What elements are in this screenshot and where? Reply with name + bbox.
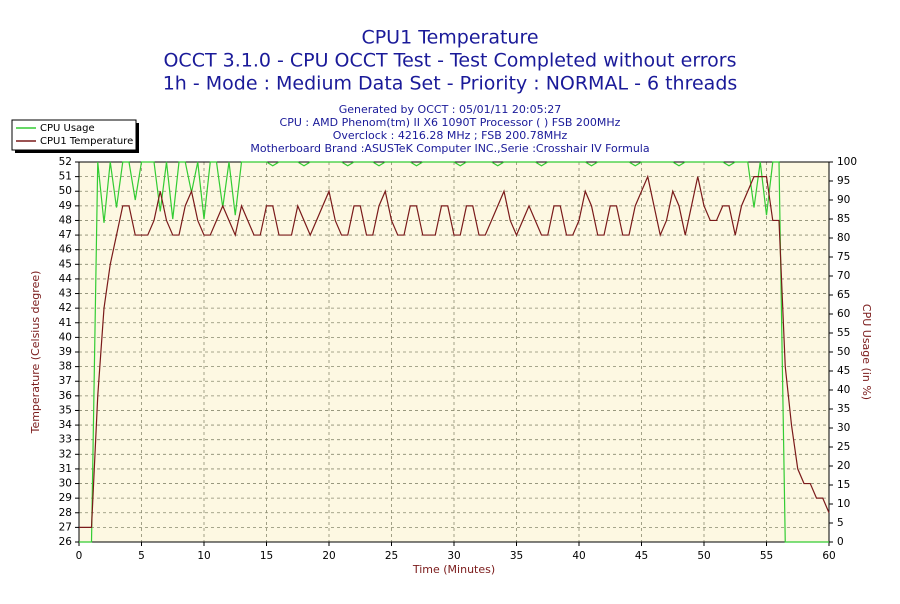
y2-tick-label: 55: [837, 327, 850, 339]
chart-title: CPU1 Temperature: [361, 27, 538, 49]
x-tick-label: 0: [76, 550, 83, 562]
y-tick-label: 43: [59, 288, 72, 300]
x-tick-label: 15: [260, 550, 273, 562]
y2-tick-label: 95: [837, 175, 850, 187]
y-tick-label: 33: [59, 434, 72, 446]
legend-label: CPU Usage: [40, 123, 95, 134]
info-line: Generated by OCCT : 05/01/11 20:05:27: [339, 103, 562, 116]
y2-tick-label: 65: [837, 289, 850, 301]
x-tick-label: 25: [385, 550, 398, 562]
info-line: Motherboard Brand :ASUSTeK Computer INC.…: [250, 142, 649, 155]
y-tick-label: 35: [59, 404, 72, 416]
y-tick-label: 27: [59, 521, 72, 533]
y2-tick-label: 90: [837, 194, 850, 206]
y-tick-label: 46: [59, 244, 73, 256]
x-tick-label: 20: [322, 550, 335, 562]
y2-tick-label: 45: [837, 365, 850, 377]
y-tick-label: 39: [59, 346, 72, 358]
y-tick-label: 28: [59, 507, 72, 519]
y-tick-label: 41: [59, 317, 72, 329]
y2-tick-label: 10: [837, 498, 850, 510]
y2-tick-label: 100: [837, 156, 857, 168]
x-tick-label: 10: [197, 550, 210, 562]
y-tick-label: 34: [59, 419, 73, 431]
y2-tick-label: 85: [837, 213, 850, 225]
chart-subtitle: 1h - Mode : Medium Data Set - Priority :…: [163, 73, 738, 95]
y2-tick-label: 25: [837, 441, 850, 453]
y2-tick-label: 40: [837, 384, 850, 396]
y2-tick-label: 30: [837, 422, 850, 434]
x-tick-label: 35: [510, 550, 523, 562]
x-tick-label: 50: [697, 550, 710, 562]
y2-tick-label: 50: [837, 346, 850, 358]
y-tick-label: 44: [59, 273, 73, 285]
y-tick-label: 30: [59, 478, 72, 490]
y-tick-label: 48: [59, 214, 72, 226]
y2-tick-label: 75: [837, 251, 850, 263]
info-line: Overclock : 4216.28 MHz ; FSB 200.78MHz: [333, 129, 568, 142]
y-tick-label: 51: [59, 171, 72, 183]
y-tick-label: 50: [59, 185, 72, 197]
y2-tick-label: 35: [837, 403, 850, 415]
legend-label: CPU1 Temperature: [40, 136, 133, 147]
series-line: [79, 174, 830, 528]
y-tick-label: 38: [59, 361, 72, 373]
x-tick-label: 60: [822, 550, 835, 562]
y2-tick-label: 15: [837, 479, 850, 491]
y2-tick-label: 80: [837, 232, 850, 244]
y-tick-label: 52: [59, 156, 72, 168]
y-tick-label: 45: [59, 258, 72, 270]
y-tick-label: 42: [59, 302, 72, 314]
y-tick-label: 29: [59, 492, 72, 504]
y-tick-label: 47: [59, 229, 72, 241]
y2-tick-label: 20: [837, 460, 850, 472]
y2-tick-label: 60: [837, 308, 850, 320]
series-line: [79, 161, 829, 543]
x-axis-label: Time (Minutes): [412, 563, 495, 576]
y-tick-label: 32: [59, 448, 72, 460]
legend-box: [11, 119, 137, 151]
x-tick-label: 45: [635, 550, 648, 562]
chart-subtitle: OCCT 3.1.0 - CPU OCCT Test - Test Comple…: [163, 50, 736, 72]
x-tick-label: 30: [447, 550, 460, 562]
x-tick-label: 55: [760, 550, 773, 562]
y-tick-label: 31: [59, 463, 72, 475]
y-tick-label: 49: [59, 200, 72, 212]
x-tick-label: 5: [138, 550, 145, 562]
y-tick-label: 37: [59, 375, 72, 387]
y2-axis-label: CPU Usage (in %): [860, 304, 873, 400]
y-tick-label: 40: [59, 331, 72, 343]
info-line: CPU : AMD Phenom(tm) II X6 1090T Process…: [280, 116, 621, 129]
y2-tick-label: 70: [837, 270, 850, 282]
y2-tick-label: 0: [837, 536, 844, 548]
y-axis-label: Temperature (Celsius degree): [29, 271, 42, 435]
y-tick-label: 26: [59, 536, 73, 548]
x-tick-label: 40: [572, 550, 585, 562]
y-tick-label: 36: [59, 390, 73, 402]
y2-tick-label: 5: [837, 517, 844, 529]
